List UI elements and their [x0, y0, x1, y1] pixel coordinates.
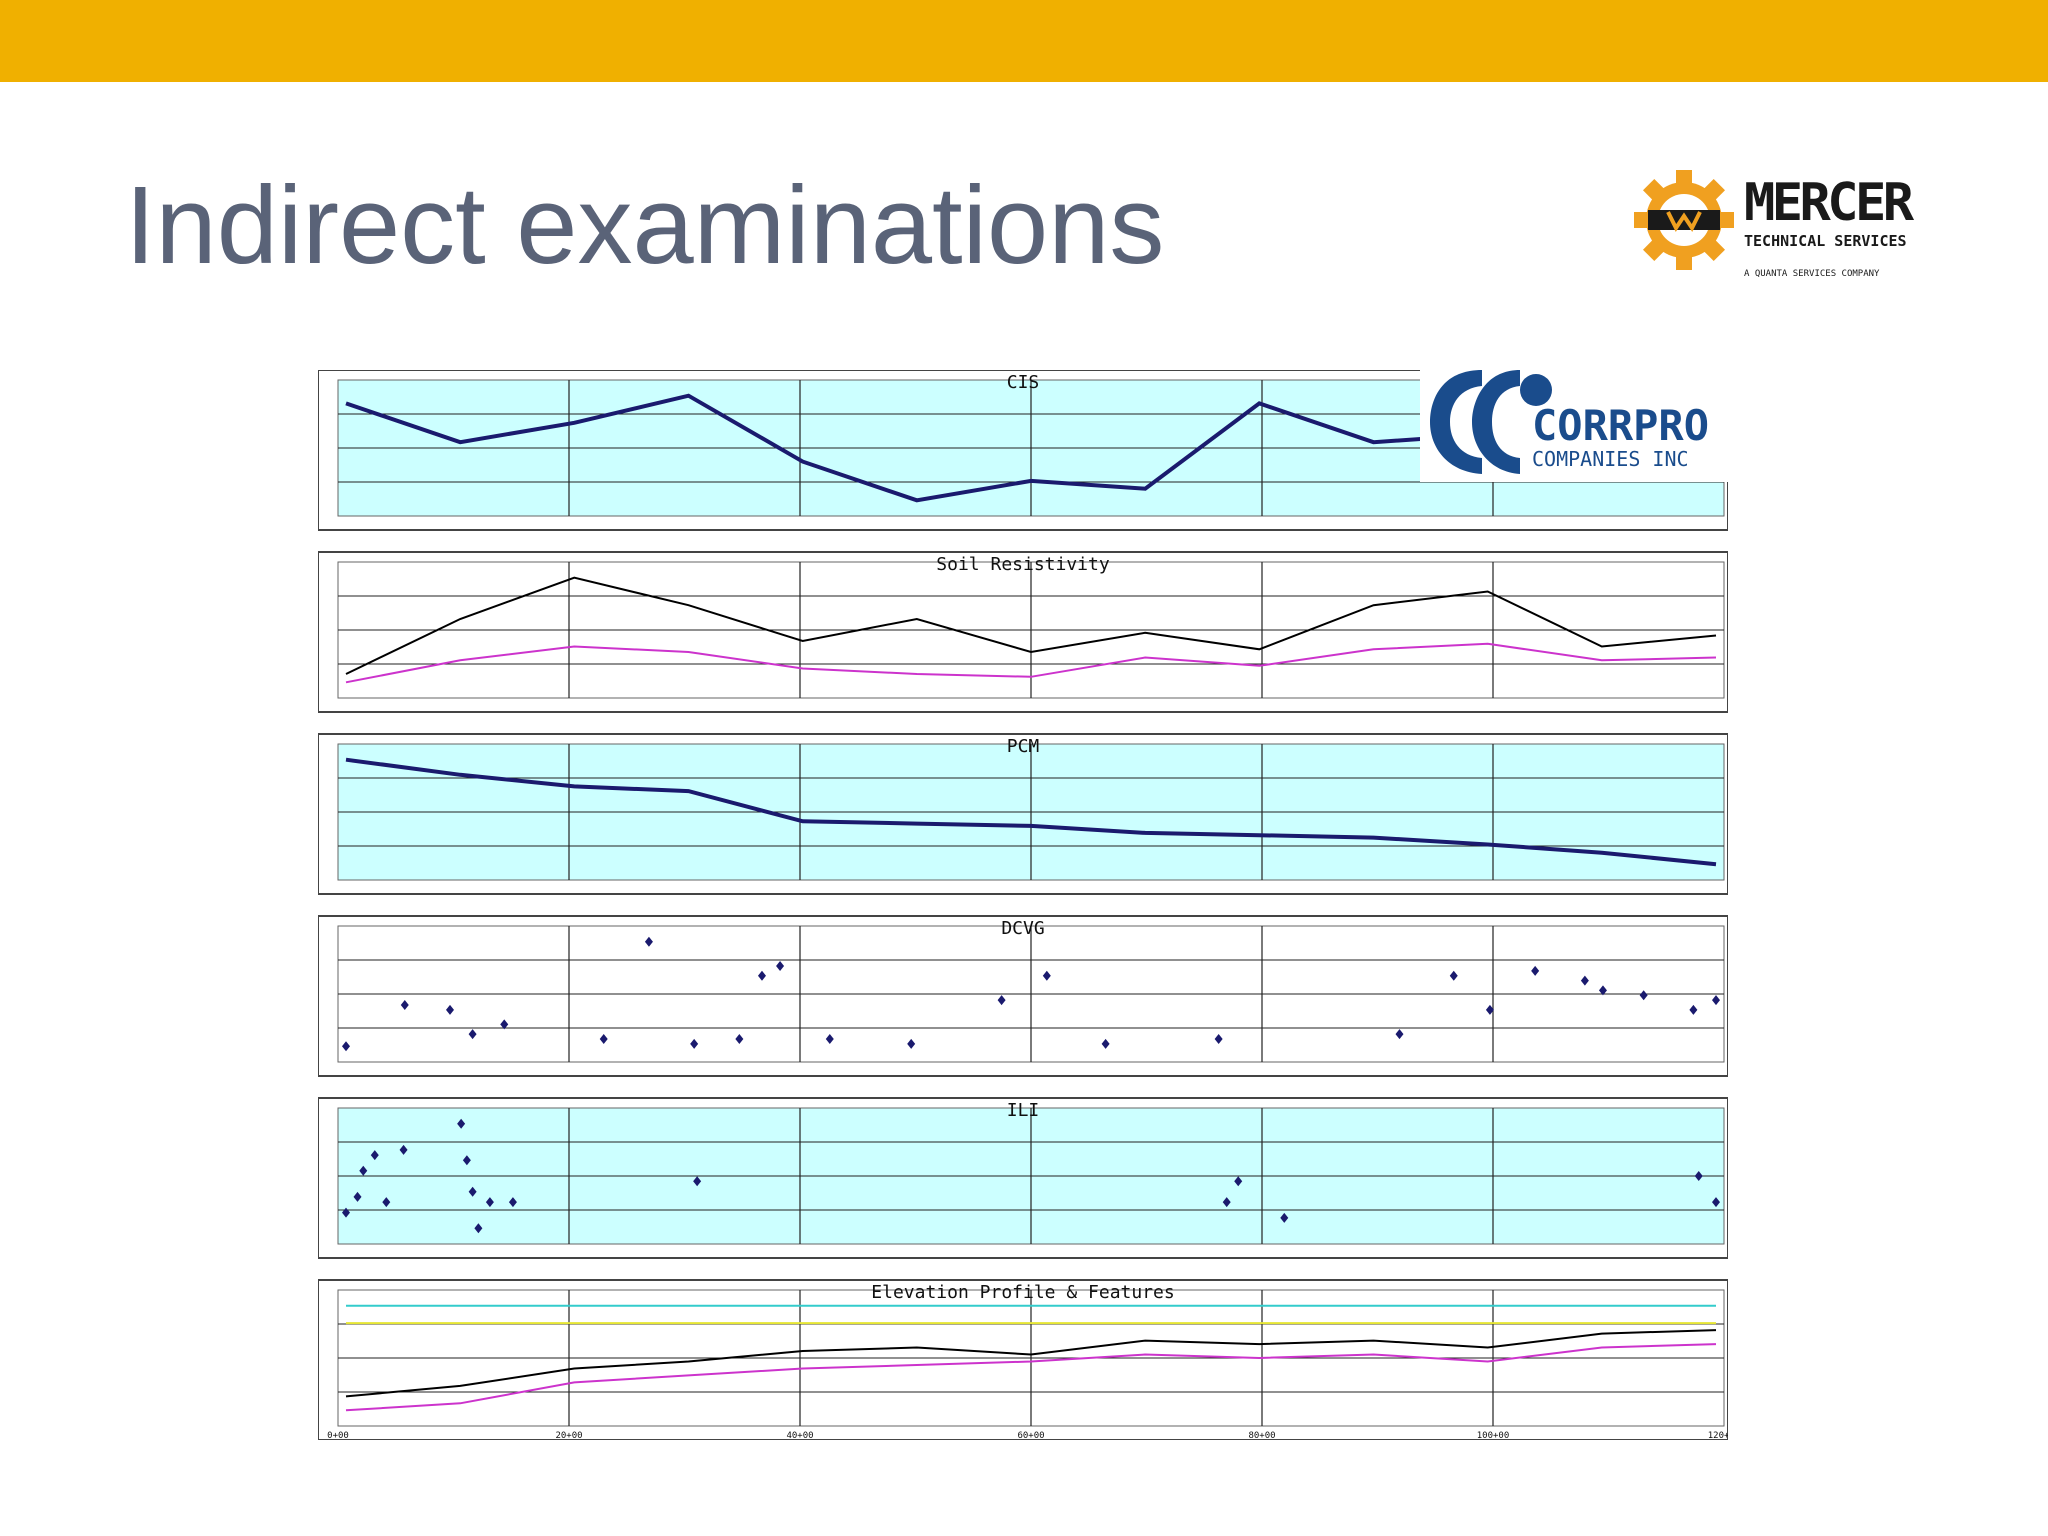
data-point	[757, 970, 766, 981]
data-point	[1449, 970, 1458, 981]
data-point	[508, 1197, 517, 1208]
chart-title: DCVG	[1001, 918, 1044, 939]
x-tick-label: 120+00	[1708, 1431, 1728, 1440]
data-point	[693, 1176, 702, 1187]
series-line	[345, 1343, 1717, 1412]
data-point	[399, 1144, 408, 1155]
data-point	[1234, 1176, 1243, 1187]
data-point	[599, 1034, 608, 1045]
data-point	[1689, 1004, 1698, 1015]
data-point	[370, 1150, 379, 1161]
data-point	[468, 1029, 477, 1040]
data-point	[1639, 990, 1648, 1001]
x-tick-label: 60+00	[1017, 1431, 1044, 1440]
data-point	[1580, 975, 1589, 986]
data-point	[776, 961, 785, 972]
mercer-tagline: A QUANTA SERVICES COMPANY	[1744, 269, 1880, 279]
data-point	[474, 1223, 483, 1234]
series-line	[345, 1329, 1717, 1398]
data-point	[825, 1034, 834, 1045]
series-line	[345, 757, 1717, 867]
x-tick-label: 40+00	[786, 1431, 813, 1440]
data-point	[382, 1197, 391, 1208]
chart-panel: ILI	[318, 1097, 1728, 1259]
data-point	[1042, 970, 1051, 981]
data-point	[342, 1041, 350, 1052]
data-point	[400, 999, 409, 1010]
data-point	[468, 1186, 477, 1197]
corrpro-subtitle: COMPANIES INC	[1532, 447, 1689, 471]
corrpro-logo: CORRPRO COMPANIES INC	[1420, 362, 1738, 482]
data-point	[907, 1038, 916, 1049]
mercer-name: MERCER	[1744, 173, 1915, 233]
data-point	[1485, 1004, 1494, 1015]
data-point	[1531, 965, 1540, 976]
data-point	[735, 1034, 744, 1045]
gear-icon	[1634, 170, 1734, 270]
x-tick-label: 20+00	[555, 1431, 582, 1440]
data-point	[997, 995, 1006, 1006]
chart-panel: Elevation Profile & Features 0+00 20+00 40+…	[318, 1279, 1728, 1440]
corrpro-mark-icon	[1430, 370, 1552, 474]
data-point	[500, 1019, 509, 1030]
data-point	[1598, 985, 1607, 996]
chart-panel: DCVG	[318, 915, 1728, 1077]
data-point	[342, 1207, 350, 1218]
chart-title: PCM	[1007, 736, 1040, 757]
x-tick-label: 80+00	[1248, 1431, 1275, 1440]
corrpro-name: CORRPRO	[1532, 401, 1709, 450]
data-point	[1222, 1197, 1231, 1208]
data-point	[1712, 1197, 1720, 1208]
mercer-logo: MERCER TECHNICAL SERVICES A QUANTA SERVI…	[1634, 170, 1915, 279]
data-point	[1280, 1212, 1289, 1223]
x-tick-label: 0+00	[327, 1431, 349, 1440]
data-point	[644, 936, 653, 947]
chart-title: ILI	[1007, 1100, 1040, 1121]
chart-title: CIS	[1007, 372, 1040, 393]
chart-title: Soil Resistivity	[936, 554, 1110, 575]
chart-title: Elevation Profile & Features	[871, 1282, 1174, 1303]
data-point	[353, 1191, 362, 1202]
data-point	[359, 1165, 368, 1176]
data-point	[462, 1155, 471, 1166]
charts-figure: CIS Soil Resistivity PCM DCVG ILI Elevation P…	[318, 370, 1728, 1440]
slide-title: Indirect examinations	[125, 164, 1165, 287]
data-point	[445, 1004, 454, 1015]
series-line	[345, 642, 1717, 684]
data-point	[1395, 1029, 1404, 1040]
data-point	[1214, 1034, 1223, 1045]
data-point	[1101, 1038, 1110, 1049]
x-tick-label: 100+00	[1477, 1431, 1510, 1440]
top-accent-bar	[0, 0, 2048, 82]
data-point	[1694, 1171, 1703, 1181]
data-point	[457, 1118, 466, 1129]
data-point	[690, 1038, 699, 1049]
series-line	[345, 576, 1717, 675]
data-point	[1712, 995, 1720, 1006]
mercer-subtitle: TECHNICAL SERVICES	[1744, 232, 1907, 250]
chart-panel: Soil Resistivity	[318, 551, 1728, 713]
data-point	[485, 1197, 494, 1208]
chart-panel: PCM	[318, 733, 1728, 895]
